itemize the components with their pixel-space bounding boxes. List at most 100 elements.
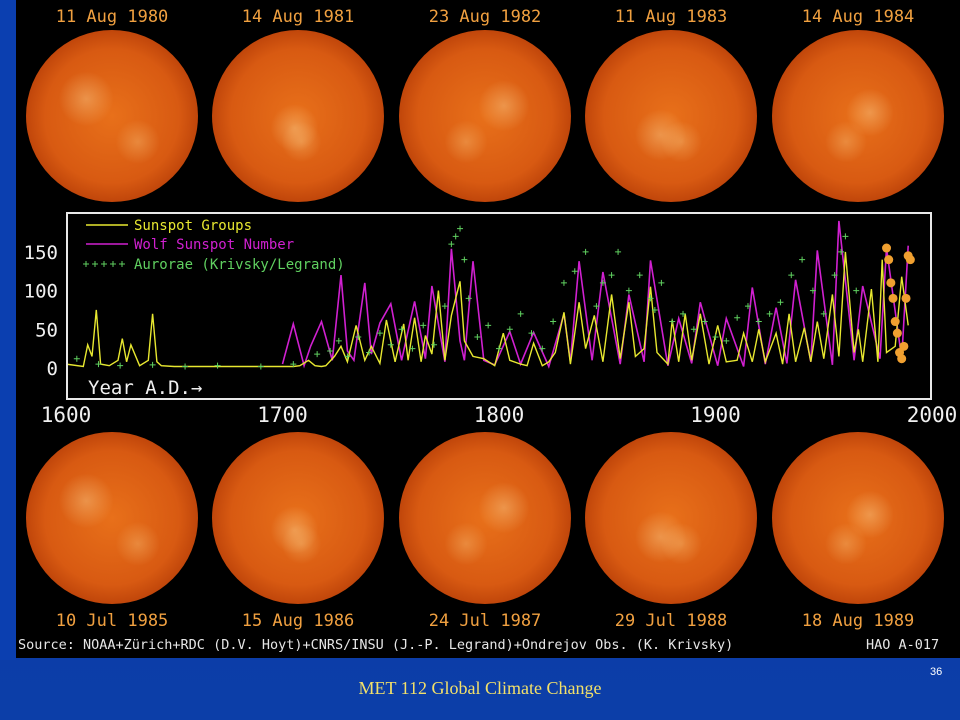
aurora-point bbox=[420, 322, 427, 329]
aurora-point bbox=[799, 256, 806, 263]
top-date-2: 14 Aug 1981 bbox=[241, 7, 355, 27]
aurora-point bbox=[149, 361, 156, 368]
aurora-point bbox=[615, 248, 622, 255]
aurora-point bbox=[387, 341, 394, 348]
slide-number: 36 bbox=[930, 666, 943, 678]
aurora-point bbox=[838, 248, 845, 255]
legend-swatch-3 bbox=[119, 261, 125, 267]
series-sunspot-groups bbox=[68, 251, 909, 368]
aurora-point bbox=[820, 310, 827, 317]
legend-swatch-3 bbox=[92, 261, 98, 267]
aurora-point bbox=[777, 299, 784, 306]
aurora-point bbox=[608, 272, 615, 279]
aurora-point bbox=[95, 361, 102, 368]
bottom-sun-image-3 bbox=[399, 432, 571, 604]
aurora-point bbox=[335, 337, 342, 344]
aurora-point bbox=[517, 310, 524, 317]
aurora-point bbox=[485, 322, 492, 329]
recent-sunspot-point bbox=[892, 328, 902, 338]
aurora-point bbox=[831, 272, 838, 279]
bottom-date-2: 15 Aug 1986 bbox=[241, 611, 355, 631]
aurora-point bbox=[314, 351, 321, 358]
left-border-strip bbox=[0, 0, 16, 660]
aurora-point bbox=[550, 318, 557, 325]
recent-sunspot-point bbox=[897, 354, 907, 364]
x-tick-label-1700: 1700 bbox=[257, 403, 308, 427]
aurora-point bbox=[539, 345, 546, 352]
aurora-point bbox=[582, 248, 589, 255]
top-sun-image-1 bbox=[26, 30, 198, 202]
recent-sunspot-point bbox=[901, 293, 911, 303]
aurora-point bbox=[766, 310, 773, 317]
aurora-point bbox=[398, 326, 405, 333]
legend-swatch-3 bbox=[110, 261, 116, 267]
aurora-point bbox=[441, 303, 448, 310]
aurora-point bbox=[842, 233, 849, 240]
top-date-4: 11 Aug 1983 bbox=[614, 7, 728, 27]
aurora-point bbox=[625, 287, 632, 294]
figure-credit: HAO A-017 bbox=[866, 637, 940, 653]
y-tick-label-50: 50 bbox=[35, 319, 58, 341]
bottom-sun-image-2 bbox=[212, 432, 384, 604]
aurora-point bbox=[853, 287, 860, 294]
y-tick-label-0: 0 bbox=[47, 358, 58, 380]
plot-area bbox=[68, 220, 915, 370]
recent-sunspot-point bbox=[905, 255, 915, 265]
aurora-point bbox=[571, 268, 578, 275]
bottom-sun-image-1 bbox=[26, 432, 198, 604]
figure-source: Source: NOAA+Zürich+RDC (D.V. Hoyt)+CNRS… bbox=[18, 637, 734, 653]
y-tick-label-100: 100 bbox=[24, 281, 58, 303]
aurora-point bbox=[496, 345, 502, 352]
legend-label-2: Wolf Sunspot Number bbox=[134, 237, 294, 253]
aurora-point bbox=[690, 326, 697, 333]
top-date-3: 23 Aug 1982 bbox=[428, 7, 542, 27]
y-tick-label-150: 150 bbox=[24, 242, 58, 264]
x-tick-label-2000: 2000 bbox=[907, 403, 958, 427]
aurora-point bbox=[452, 233, 459, 240]
recent-sunspot-point bbox=[886, 278, 896, 288]
bottom-date-4: 29 Jul 1988 bbox=[614, 611, 728, 631]
aurora-point bbox=[461, 256, 468, 263]
aurora-point bbox=[214, 362, 221, 369]
top-sun-image-4 bbox=[585, 30, 757, 202]
aurora-point bbox=[355, 334, 362, 341]
recent-sunspot-point bbox=[899, 341, 909, 351]
top-sun-image-5 bbox=[772, 30, 944, 202]
aurora-point bbox=[73, 355, 80, 362]
aurora-point bbox=[290, 361, 297, 368]
aurora-point bbox=[431, 341, 438, 348]
chart-frame bbox=[66, 212, 932, 400]
aurora-point bbox=[744, 303, 751, 310]
x-tick-label-1900: 1900 bbox=[690, 403, 741, 427]
aurora-point bbox=[809, 287, 816, 294]
aurora-point bbox=[465, 295, 472, 302]
x-tick-label-1800: 1800 bbox=[474, 403, 525, 427]
aurora-point bbox=[647, 295, 654, 302]
aurora-point bbox=[506, 326, 513, 333]
aurora-point bbox=[658, 279, 665, 286]
aurora-point bbox=[474, 334, 481, 341]
aurora-point bbox=[701, 318, 708, 325]
aurora-point bbox=[528, 330, 535, 337]
aurora-point bbox=[117, 362, 124, 369]
aurora-point bbox=[755, 318, 762, 325]
bottom-date-5: 18 Aug 1989 bbox=[801, 611, 915, 631]
sunspot-chart: 0 50 100 150 1600 1700 1800 1900 2000 Year A.D.→ S… bbox=[24, 218, 958, 427]
aurora-point bbox=[723, 337, 730, 344]
aurora-point bbox=[599, 279, 606, 286]
aurora-point bbox=[376, 330, 383, 337]
top-date-5: 14 Aug 1984 bbox=[801, 7, 915, 27]
aurora-point bbox=[182, 363, 189, 370]
legend-swatch-3 bbox=[101, 261, 107, 267]
bottom-date-3: 24 Jul 1987 bbox=[428, 611, 542, 631]
aurora-point bbox=[457, 225, 464, 232]
recent-sunspot-point bbox=[884, 255, 894, 265]
aurora-point bbox=[788, 272, 795, 279]
legend-label-3: Aurorae (Krivsky/Legrand) bbox=[134, 257, 345, 273]
aurora-point bbox=[593, 303, 600, 310]
series-wolf-sunspot-number bbox=[281, 220, 909, 369]
aurora-point bbox=[712, 334, 719, 341]
x-tick-label-1600: 1600 bbox=[41, 403, 92, 427]
legend-label-1: Sunspot Groups bbox=[134, 218, 252, 234]
